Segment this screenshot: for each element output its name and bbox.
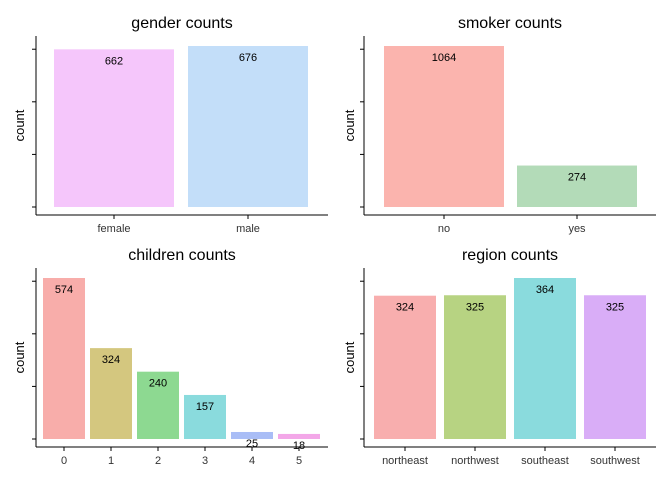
region-data-label-northeast: 324 xyxy=(396,302,414,314)
region-data-label-southwest: 325 xyxy=(606,301,624,313)
gender-title: gender counts xyxy=(131,15,232,32)
region-x-tick-label-northeast: northeast xyxy=(382,455,428,467)
region-data-label-southeast: 364 xyxy=(536,284,554,296)
children-x-tick-label-2: 2 xyxy=(155,455,161,467)
region-x-tick-label-southeast: southeast xyxy=(521,455,569,467)
region-bar-northwest xyxy=(444,295,506,439)
children-y-axis-label: count xyxy=(12,341,27,373)
children-x-tick-label-0: 0 xyxy=(61,455,67,467)
gender-x-tick-label-female: female xyxy=(97,223,130,235)
children-x-tick-label-1: 1 xyxy=(108,455,114,467)
children-panel: children countscount57403241240215732541… xyxy=(12,247,328,467)
smoker-bar-no xyxy=(384,46,504,207)
gender-y-axis-label: count xyxy=(12,109,27,141)
gender-bar-male xyxy=(188,46,308,207)
region-x-tick-label-southwest: southwest xyxy=(590,455,640,467)
children-bar-4 xyxy=(231,431,273,439)
children-bar-5 xyxy=(278,433,320,439)
smoker-x-tick-label-no: no xyxy=(438,223,450,235)
smoker-y-axis-label: count xyxy=(342,109,357,141)
smoker-data-label-no: 1064 xyxy=(432,52,456,64)
smoker-panel: smoker counts count 1064 no 274 yes xyxy=(342,15,656,235)
region-y-axis-label: count xyxy=(342,341,357,373)
smoker-bar-yes xyxy=(517,165,637,207)
region-bar-northeast xyxy=(374,295,436,439)
region-bar-southeast xyxy=(514,278,576,439)
gender-data-label-male: 676 xyxy=(239,52,257,64)
children-data-label-2: 240 xyxy=(149,378,167,390)
gender-data-label-female: 662 xyxy=(105,55,123,67)
children-bar-1 xyxy=(90,348,132,439)
gender-bar-female xyxy=(54,49,174,207)
region-data-label-northwest: 325 xyxy=(466,301,484,313)
children-data-label-1: 324 xyxy=(102,354,120,366)
children-data-label-3: 157 xyxy=(196,401,214,413)
children-bar-3 xyxy=(184,394,226,439)
children-x-tick-label-3: 3 xyxy=(202,455,208,467)
children-bar-2 xyxy=(137,371,179,439)
gender-x-tick-label-male: male xyxy=(236,223,260,235)
region-title: region counts xyxy=(462,247,558,264)
children-bar-0 xyxy=(43,278,85,439)
smoker-title: smoker counts xyxy=(458,15,562,32)
gender-panel: gender counts count 662 female 676 male xyxy=(12,15,328,235)
region-panel: region counts count 324 northeast 325 northwe… xyxy=(342,247,656,467)
children-data-label-5: 18 xyxy=(293,440,305,452)
region-bar-southwest xyxy=(584,295,646,439)
smoker-data-label-yes: 274 xyxy=(568,172,586,184)
children-x-tick-label-4: 4 xyxy=(249,455,255,467)
children-data-label-0: 574 xyxy=(55,284,73,296)
children-x-tick-label-5: 5 xyxy=(296,455,302,467)
children-title: children counts xyxy=(128,247,236,264)
region-x-tick-label-northwest: northwest xyxy=(451,455,499,467)
smoker-x-tick-label-yes: yes xyxy=(568,223,586,235)
